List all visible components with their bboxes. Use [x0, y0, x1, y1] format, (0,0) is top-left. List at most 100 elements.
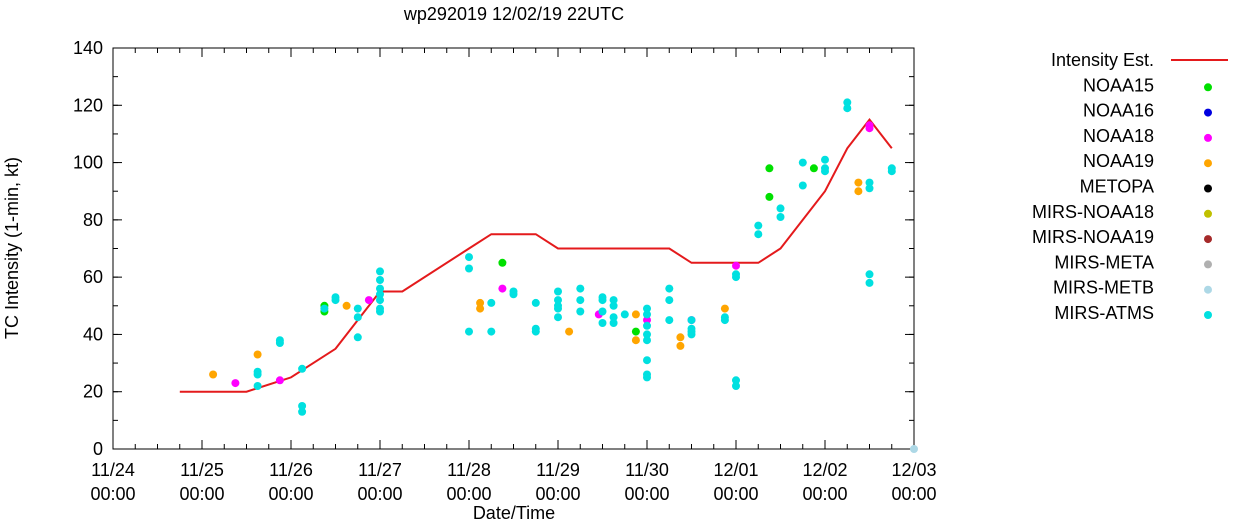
data-point-mirs-atms [687, 324, 696, 333]
x-tick-label: 00:00 [357, 484, 402, 504]
data-point-mirs-atms [687, 316, 696, 325]
data-point-mirs-atms [665, 316, 674, 325]
y-tick-label: 120 [73, 95, 103, 115]
legend-label-intensity-est-: Intensity Est. [1051, 50, 1154, 70]
legend-swatch-noaa19 [1204, 159, 1212, 168]
legend-label-noaa19: NOAA19 [1083, 151, 1154, 171]
chart-title: wp292019 12/02/19 22UTC [403, 4, 624, 24]
x-tick-label: 11/30 [625, 460, 669, 480]
x-tick-label: 12/03 [891, 460, 936, 480]
x-tick-label: 11/24 [91, 460, 135, 480]
data-point-noaa18 [364, 296, 373, 305]
data-point-noaa18 [275, 376, 284, 385]
data-point-mirs-atms [754, 230, 763, 239]
x-tick-label: 11/27 [358, 460, 402, 480]
data-point-noaa15 [765, 164, 774, 173]
data-point-mirs-atms [609, 301, 618, 310]
data-point-noaa19 [676, 341, 685, 350]
data-point-mirs-atms [643, 321, 651, 330]
data-point-mirs-atms [798, 181, 807, 190]
data-point-mirs-atms [554, 301, 562, 310]
data-point-mirs-atms [353, 313, 362, 322]
data-point-noaa15 [498, 258, 507, 267]
data-point-mirs-atms [643, 356, 651, 365]
x-tick-label: 12/01 [713, 460, 758, 480]
legend-label-mirs-noaa19: MIRS-NOAA19 [1032, 227, 1154, 247]
data-point-noaa19 [565, 327, 574, 336]
legend-swatch-metopa [1204, 184, 1212, 193]
data-point-mirs-atms [598, 319, 607, 327]
data-point-mirs-atms [531, 298, 540, 307]
x-tick-label: 00:00 [535, 484, 580, 504]
x-tick-label: 00:00 [713, 484, 758, 504]
data-point-mirs-atms [865, 184, 874, 193]
x-tick-label: 11/26 [269, 460, 313, 480]
data-point-mirs-atms [643, 310, 651, 319]
data-point-mirs-atms [298, 407, 307, 416]
x-tick-label: 11/25 [180, 460, 224, 480]
data-point-mirs-atms [598, 293, 607, 302]
data-point-mirs-atms [887, 164, 896, 173]
x-tick-label: 00:00 [179, 484, 224, 504]
data-point-mirs-atms [376, 267, 384, 276]
data-point-mirs-atms [843, 98, 852, 107]
intensity-line [179, 117, 893, 393]
data-point-mirs-atms [776, 213, 785, 221]
data-point-mirs-atms [643, 373, 651, 382]
data-point-mirs-atms [253, 367, 262, 376]
data-point-noaa19 [253, 350, 262, 359]
data-point-noaa18 [231, 379, 240, 388]
y-tick-label: 140 [73, 38, 103, 58]
data-point-mirs-atms [720, 313, 729, 322]
data-point-noaa18 [498, 284, 507, 293]
x-tick-label: 00:00 [90, 484, 135, 504]
legend-swatch-mirs-metb [1204, 285, 1212, 294]
legend-label-metopa: METOPA [1080, 177, 1154, 197]
data-point-noaa18 [643, 316, 651, 325]
data-point-mirs-atms [609, 296, 618, 305]
data-point-mirs-atms [320, 304, 329, 313]
x-tick-label: 00:00 [802, 484, 847, 504]
data-point-mirs-atms [620, 310, 629, 319]
legend-label-mirs-metb: MIRS-METB [1053, 278, 1154, 298]
data-point-noaa18 [732, 261, 740, 270]
legend-swatch-mirs-noaa19 [1204, 235, 1212, 244]
data-point-mirs-atms [376, 296, 384, 305]
data-point-mirs-atms [331, 293, 340, 302]
data-point-mirs-atms [465, 327, 473, 336]
data-point-mirs-atms [843, 104, 852, 113]
data-point-mirs-atms [554, 296, 562, 305]
data-point-mirs-atms [576, 296, 585, 305]
legend-swatch-mirs-meta [1204, 260, 1212, 269]
x-tick-label: 00:00 [891, 484, 936, 504]
data-point-mirs-atms [643, 304, 651, 313]
data-point-mirs-atms [609, 319, 618, 327]
data-point-mirs-atms [665, 284, 674, 293]
data-point-mirs-atms [732, 382, 740, 390]
data-point-mirs-atms [487, 327, 496, 336]
data-point-noaa19 [676, 333, 685, 342]
data-point-mirs-atms [732, 270, 740, 279]
data-point-mirs-atms [821, 155, 829, 164]
data-point-noaa19 [209, 370, 218, 379]
legend-label-mirs-meta: MIRS-META [1054, 252, 1154, 272]
data-point-mirs-atms [643, 330, 651, 339]
data-point-mirs-atms [465, 264, 473, 273]
data-point-noaa19 [854, 178, 863, 187]
data-point-mirs-atms [576, 307, 585, 316]
data-point-mirs-atms [598, 307, 607, 316]
legend-swatch-noaa16 [1204, 108, 1212, 117]
data-point-noaa15 [765, 192, 774, 201]
data-point-mirs-atms [798, 158, 807, 167]
x-tick-label: 11/28 [447, 460, 491, 480]
data-point-mirs-atms [554, 313, 562, 322]
data-point-noaa19 [631, 310, 640, 319]
y-tick-label: 80 [83, 210, 103, 230]
legend-label-noaa15: NOAA15 [1083, 75, 1154, 95]
data-point-mirs-atms [531, 324, 540, 333]
data-point-mirs-atms [509, 287, 518, 296]
chart-marks [179, 98, 918, 453]
y-tick-label: 20 [83, 382, 103, 402]
legend-swatch-mirs-atms [1204, 311, 1212, 319]
